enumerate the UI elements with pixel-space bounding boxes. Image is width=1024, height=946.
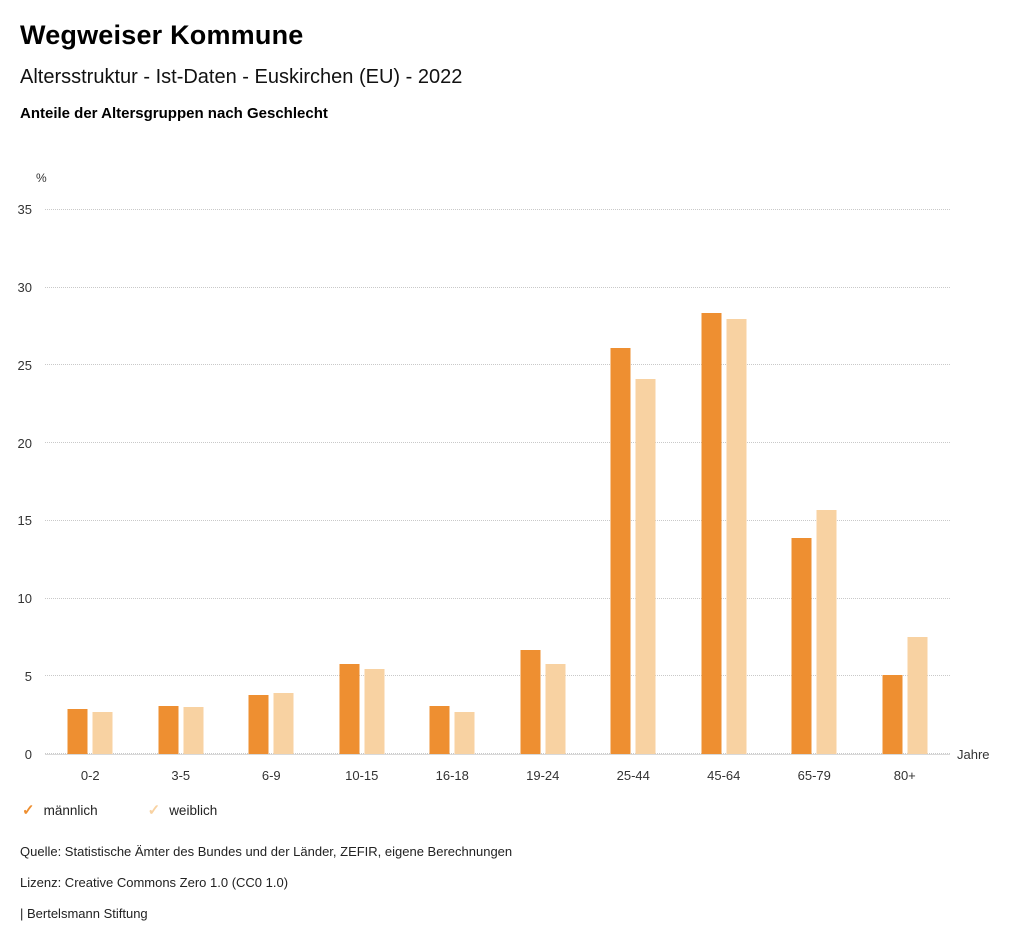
y-tick-label: 35 [17,202,32,217]
gridline [45,753,950,754]
check-icon: ✓ [22,802,35,819]
y-tick-label: 10 [17,591,32,607]
bar-männlich[interactable] [610,348,631,754]
bar-männlich[interactable] [882,674,903,754]
bar-männlich[interactable] [67,708,88,754]
bar-group [610,210,656,754]
x-tick-label: 45-64 [707,768,741,783]
legend-item-weiblich[interactable]: ✓ weiblich [148,803,218,818]
x-tick-label: 0-2 [80,768,100,783]
bar-group [429,210,475,754]
legend-label: männlich [43,803,98,818]
gridline [45,286,950,288]
gridline [45,209,950,210]
gridline [45,675,950,677]
legend-label: weiblich [169,803,218,818]
x-tick-label: 10-15 [345,768,379,783]
bar-group [791,210,837,754]
bar-group [158,210,204,754]
bar-männlich[interactable] [429,705,450,754]
y-tick-label: 5 [24,669,32,685]
bar-weiblich[interactable] [273,693,294,754]
bar-weiblich[interactable] [816,509,837,754]
gridline [45,519,950,521]
y-tick-label: 25 [17,357,32,373]
x-tick-label: 3-5 [171,768,191,783]
legend: ✓ männlich ✓ weiblich [22,803,217,818]
legend-item-männlich[interactable]: ✓ männlich [22,803,98,818]
y-axis: 0 5 10 15 20 25 30 35 [0,203,32,762]
bar-männlich[interactable] [520,649,541,754]
gridline [45,364,950,366]
footer-license: Lizenz: Creative Commons Zero 1.0 (CC0 1… [20,875,289,890]
gridline [45,597,950,599]
y-tick-label: 15 [17,513,32,529]
bar-weiblich[interactable] [545,663,566,754]
bar-group [248,210,294,754]
y-tick-label: 20 [17,435,32,451]
footer-attribution: | Bertelsmann Stiftung [20,906,148,921]
bar-weiblich[interactable] [907,637,928,754]
x-tick-label: 19-24 [526,768,560,783]
x-tick-label: 25-44 [616,768,650,783]
bar-weiblich[interactable] [635,379,656,754]
footer-source: Quelle: Statistische Ämter des Bundes un… [20,844,513,859]
bar-weiblich[interactable] [92,712,113,754]
y-axis-unit-label: % [36,171,47,185]
bar-group [882,210,928,754]
chart-subtitle: Altersstruktur - Ist-Daten - Euskirchen … [20,66,463,88]
bar-männlich[interactable] [701,312,722,754]
bar-männlich[interactable] [339,663,360,754]
bar-weiblich[interactable] [726,318,747,754]
x-axis-unit-label: Jahre [957,747,990,762]
bar-weiblich[interactable] [183,707,204,754]
x-tick-label: 16-18 [435,768,469,783]
x-axis: 0-2 3-5 6-9 10-15 16-18 19-24 25-44 45-64 65-79 8… [45,768,950,786]
check-icon: ✓ [147,802,161,819]
page-title: Wegweiser Kommune [20,20,304,50]
bar-männlich[interactable] [158,705,179,754]
bar-männlich[interactable] [248,694,269,754]
bar-männlich[interactable] [791,537,812,754]
gridline [45,442,950,444]
x-tick-label: 65-79 [797,768,831,783]
bar-group [339,210,385,754]
y-tick-label: 30 [17,279,32,295]
bar-group [67,210,113,754]
chart-heading: Anteile der Altersgruppen nach Geschlech… [20,105,328,122]
y-tick-label: 0 [24,747,32,762]
bar-group [701,210,747,754]
x-tick-label: 6-9 [261,768,281,783]
plot-area [45,209,950,755]
bar-weiblich[interactable] [454,712,475,754]
bar-group [520,210,566,754]
bar-weiblich[interactable] [364,668,385,754]
x-tick-label: 80+ [893,768,916,783]
